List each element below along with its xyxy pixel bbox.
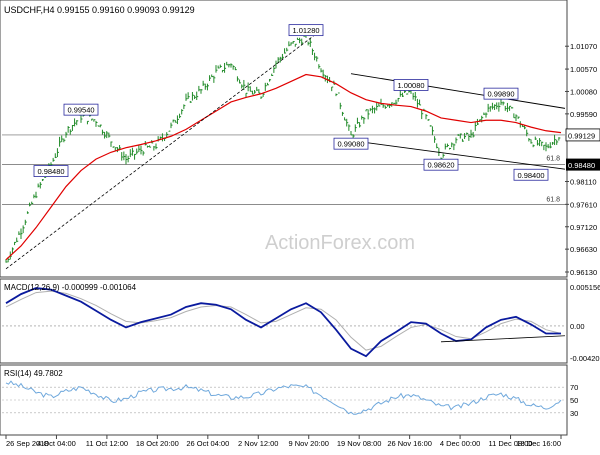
- rsi-series-layer: [2, 380, 565, 415]
- x-axis-tick-label: 26 Oct 04:00: [186, 439, 229, 448]
- price-y-tick-label: 0.99590: [570, 110, 597, 119]
- macd-y-tick-label: -0.004209: [570, 354, 600, 363]
- price-label: 0.98620: [427, 161, 454, 170]
- rsi-y-tick-label: 50: [570, 396, 578, 405]
- price-panel-frame: [0, 0, 568, 278]
- price-y-tick-label: 0.97120: [570, 223, 597, 232]
- level-tag-box: [565, 128, 600, 142]
- x-axis-tick-label: 11 Oct 12:00: [86, 439, 128, 448]
- rsi-y-tick-label: 70: [570, 383, 578, 392]
- macd-title: MACD(12,26,9) -0.000999 -0.001064: [4, 283, 137, 292]
- macd-trendline: [440, 335, 566, 343]
- macd-signal-line: [5, 290, 562, 351]
- price-label: 0.98400: [517, 171, 544, 180]
- fib-level-label: 61.8: [546, 156, 560, 163]
- price-label-box: [513, 168, 549, 181]
- x-axis-tick-label: 11 Dec 08:00: [489, 439, 533, 448]
- price-series-layer: 61.8 61.8 1.01280 0.99540 0.98480 0.99080 1.00…: [2, 24, 566, 270]
- level-tag-label: 0.98480: [568, 161, 595, 170]
- x-axis-tick-label: 18 Oct 20:00: [136, 439, 179, 448]
- x-axis-tick-label: 26 Sep 2018: [6, 439, 49, 448]
- price-y-tick-label: 0.98110: [570, 178, 597, 187]
- channel-upper-line: [350, 73, 566, 109]
- rsi-title: RSI(14) 49.7802: [4, 369, 63, 378]
- axis-layer: 1.01070 1.00570 1.00080 0.99590 0.98110 0.976…: [5, 42, 600, 448]
- price-label: 0.99890: [487, 90, 514, 99]
- level-tag-bg: [566, 158, 600, 171]
- rsi-line: [5, 380, 562, 415]
- macd-y-tick-label: 0.005156: [570, 283, 600, 292]
- fib-level-label: 61.8: [546, 196, 560, 203]
- price-label-box: [333, 137, 369, 150]
- chart-title: USDCHF,H4 0.99155 0.99160 0.99093 0.9912…: [4, 5, 195, 15]
- price-y-tick-label: 0.96630: [570, 245, 597, 254]
- level-tag-label: 0.99129: [568, 131, 595, 140]
- price-label: 0.99540: [67, 106, 94, 115]
- x-axis-tick-label: 4 Oct 04:00: [37, 439, 76, 448]
- rising-trendline: [5, 29, 322, 270]
- price-label: 0.98480: [37, 167, 64, 176]
- moving-average-line: [5, 73, 562, 261]
- price-label-box: [483, 87, 519, 100]
- watermark: ActionForex.com: [265, 232, 415, 254]
- price-y-tick-label: 1.00080: [570, 87, 597, 96]
- price-label-box: [33, 165, 69, 177]
- price-label-box: [423, 158, 459, 171]
- macd-line: [5, 287, 561, 358]
- price-label-box: [288, 24, 324, 37]
- macd-series-layer: [2, 287, 566, 358]
- macd-panel-frame: [0, 278, 568, 364]
- price-label: 1.01280: [292, 26, 319, 35]
- price-y-tick-label: 1.00570: [570, 65, 597, 74]
- x-axis-tick-label: 18 Dec 16:00: [516, 439, 561, 448]
- price-y-tick-label: 0.97610: [570, 200, 597, 209]
- price-label-box: [393, 79, 429, 91]
- price-label-box: [63, 103, 99, 116]
- price-label: 0.99080: [337, 140, 364, 149]
- price-y-tick-label: 1.01070: [570, 42, 597, 51]
- x-axis-tick-label: 4 Dec 00:00: [440, 439, 480, 448]
- x-axis-tick-label: 9 Nov 20:00: [289, 439, 329, 448]
- x-axis-tick-label: 26 Nov 16:00: [387, 439, 432, 448]
- macd-y-tick-label: 0.00: [570, 322, 585, 331]
- channel-lower-line: [335, 138, 566, 170]
- rsi-y-tick-label: 30: [570, 409, 578, 418]
- x-axis-tick-label: 2 Nov 12:00: [238, 439, 278, 448]
- price-label: 1.00080: [397, 81, 424, 90]
- x-axis-tick-label: 19 Nov 08:00: [337, 439, 382, 448]
- price-y-tick-label: 0.96130: [570, 268, 597, 277]
